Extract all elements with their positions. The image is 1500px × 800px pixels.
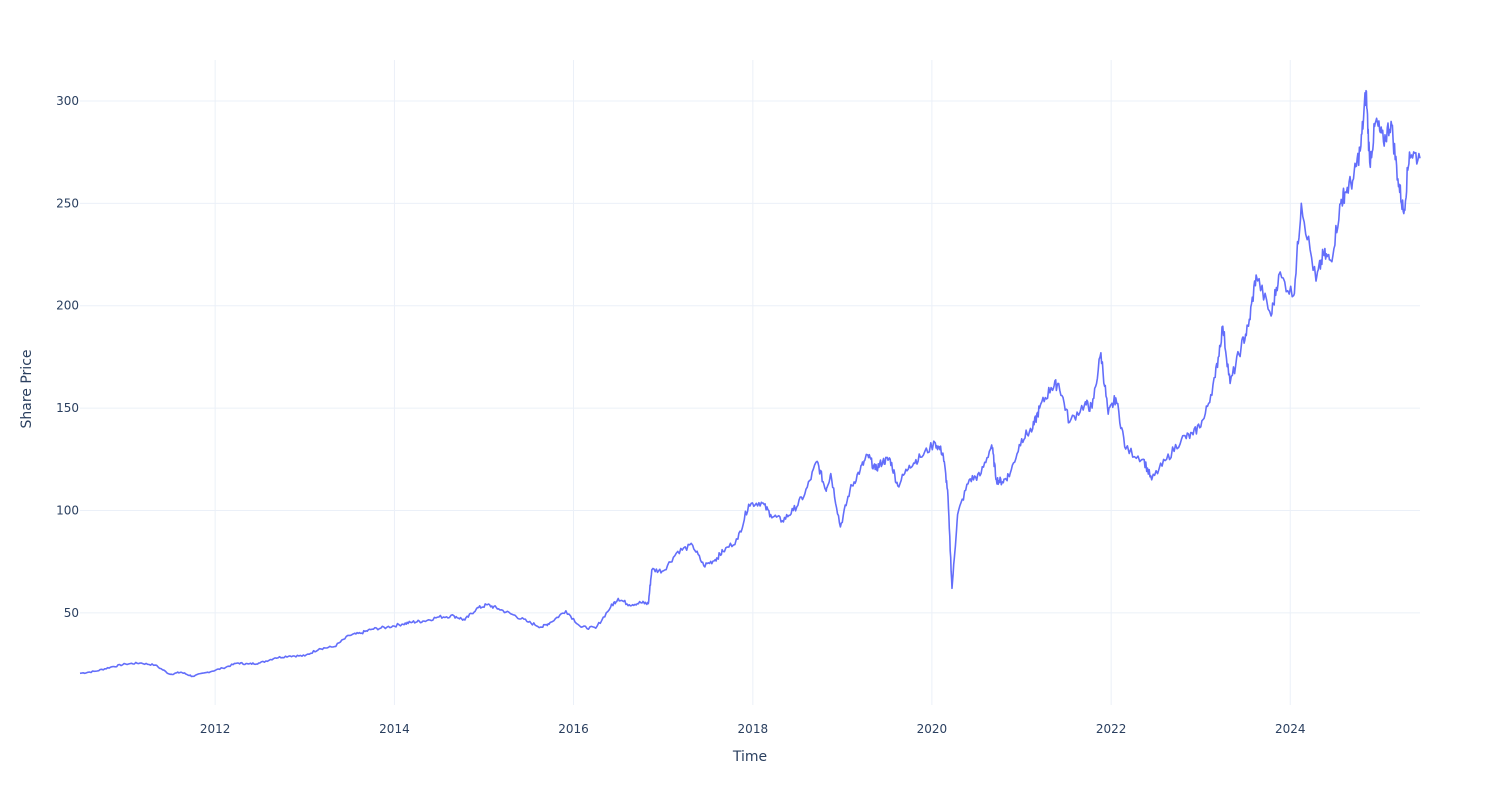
y-tick-label: 150 xyxy=(56,401,79,415)
series-layer xyxy=(79,89,1421,678)
x-tick-label: 2014 xyxy=(379,722,410,736)
grid-layer xyxy=(80,60,1420,705)
x-tick-label: 2020 xyxy=(917,722,948,736)
x-tick-label: 2016 xyxy=(558,722,589,736)
y-tick-label: 250 xyxy=(56,196,79,210)
y-axis-title: Share Price xyxy=(19,349,35,428)
y-tick-label: 50 xyxy=(64,606,79,620)
x-axis-ticks: 2012 2014 2016 2018 2020 2022 2024 xyxy=(200,722,1306,736)
x-tick-label: 2012 xyxy=(200,722,231,736)
x-tick-label: 2018 xyxy=(738,722,769,736)
y-tick-label: 200 xyxy=(56,299,79,313)
y-axis-ticks: 50 100 150 200 250 300 xyxy=(56,94,79,620)
x-tick-label: 2024 xyxy=(1275,722,1306,736)
x-axis-title: Time xyxy=(732,749,767,765)
x-tick-label: 2022 xyxy=(1096,722,1127,736)
series-line xyxy=(79,89,1421,678)
y-tick-label: 300 xyxy=(56,94,79,108)
y-tick-label: 100 xyxy=(56,503,79,517)
